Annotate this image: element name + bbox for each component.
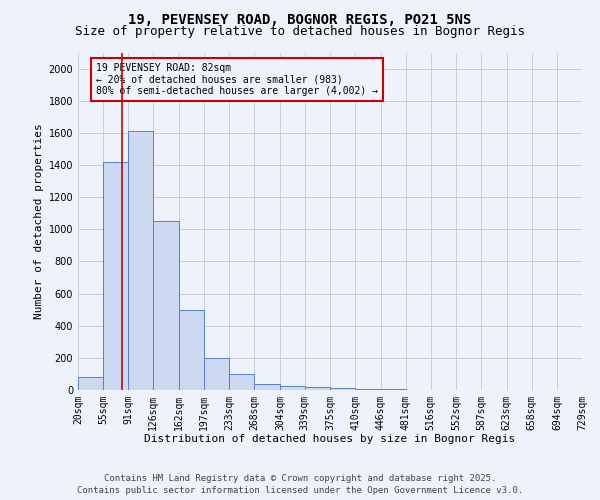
Bar	[128, 131, 154, 390]
Bar	[154, 221, 179, 390]
Bar	[78, 377, 103, 390]
X-axis label: Distribution of detached houses by size in Bognor Regis: Distribution of detached houses by size …	[145, 434, 515, 444]
Bar	[229, 374, 254, 390]
Text: 19 PEVENSEY ROAD: 82sqm
← 20% of detached houses are smaller (983)
80% of semi-d: 19 PEVENSEY ROAD: 82sqm ← 20% of detache…	[95, 62, 377, 96]
Bar	[254, 384, 280, 390]
Bar	[103, 162, 128, 390]
Text: Size of property relative to detached houses in Bognor Regis: Size of property relative to detached ho…	[75, 25, 525, 38]
Text: Contains HM Land Registry data © Crown copyright and database right 2025.
Contai: Contains HM Land Registry data © Crown c…	[77, 474, 523, 495]
Bar	[355, 388, 381, 390]
Bar	[331, 388, 355, 390]
Bar	[179, 310, 204, 390]
Bar	[305, 387, 331, 390]
Bar	[280, 386, 305, 390]
Y-axis label: Number of detached properties: Number of detached properties	[34, 124, 44, 319]
Text: 19, PEVENSEY ROAD, BOGNOR REGIS, PO21 5NS: 19, PEVENSEY ROAD, BOGNOR REGIS, PO21 5N…	[128, 12, 472, 26]
Bar	[204, 358, 229, 390]
Bar	[381, 389, 406, 390]
